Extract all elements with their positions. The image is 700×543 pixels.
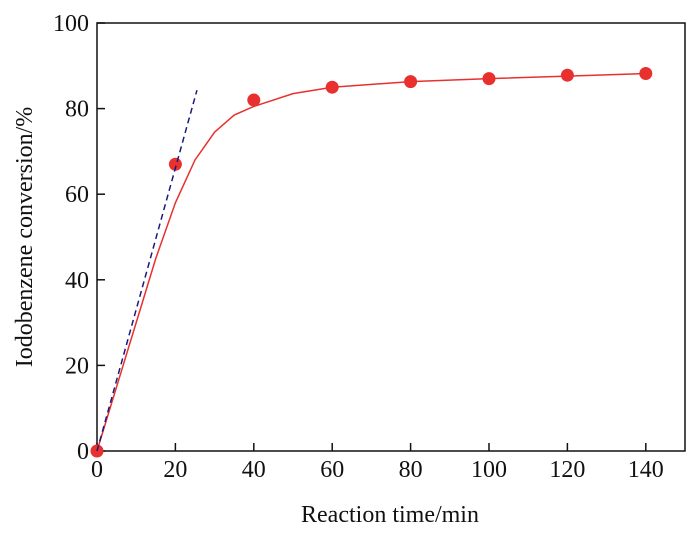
x-axis-label: Reaction time/min <box>301 502 479 528</box>
y-tick-label: 100 <box>53 11 89 37</box>
data-point <box>247 93 261 107</box>
x-tick-label: 40 <box>242 457 266 483</box>
x-tick-label: 140 <box>628 457 664 483</box>
plot-frame <box>96 22 686 452</box>
y-tick-label: 20 <box>65 353 89 379</box>
x-tick-label: 60 <box>320 457 344 483</box>
y-axis-label: Iodobenzene conversion/% <box>12 107 38 368</box>
x-tick-label: 120 <box>549 457 585 483</box>
y-tick-label: 0 <box>77 439 89 465</box>
x-tick-label: 100 <box>471 457 507 483</box>
y-tick-label: 60 <box>65 182 89 208</box>
data-point <box>560 68 574 82</box>
x-tick-label: 0 <box>91 457 103 483</box>
y-tick-label: 40 <box>65 268 89 294</box>
x-tick-label: 20 <box>163 457 187 483</box>
y-tick-label: 80 <box>65 97 89 123</box>
x-tick-label: 80 <box>399 457 423 483</box>
fit-curve <box>96 72 646 452</box>
data-point <box>168 157 182 171</box>
tangent-line <box>96 89 198 452</box>
